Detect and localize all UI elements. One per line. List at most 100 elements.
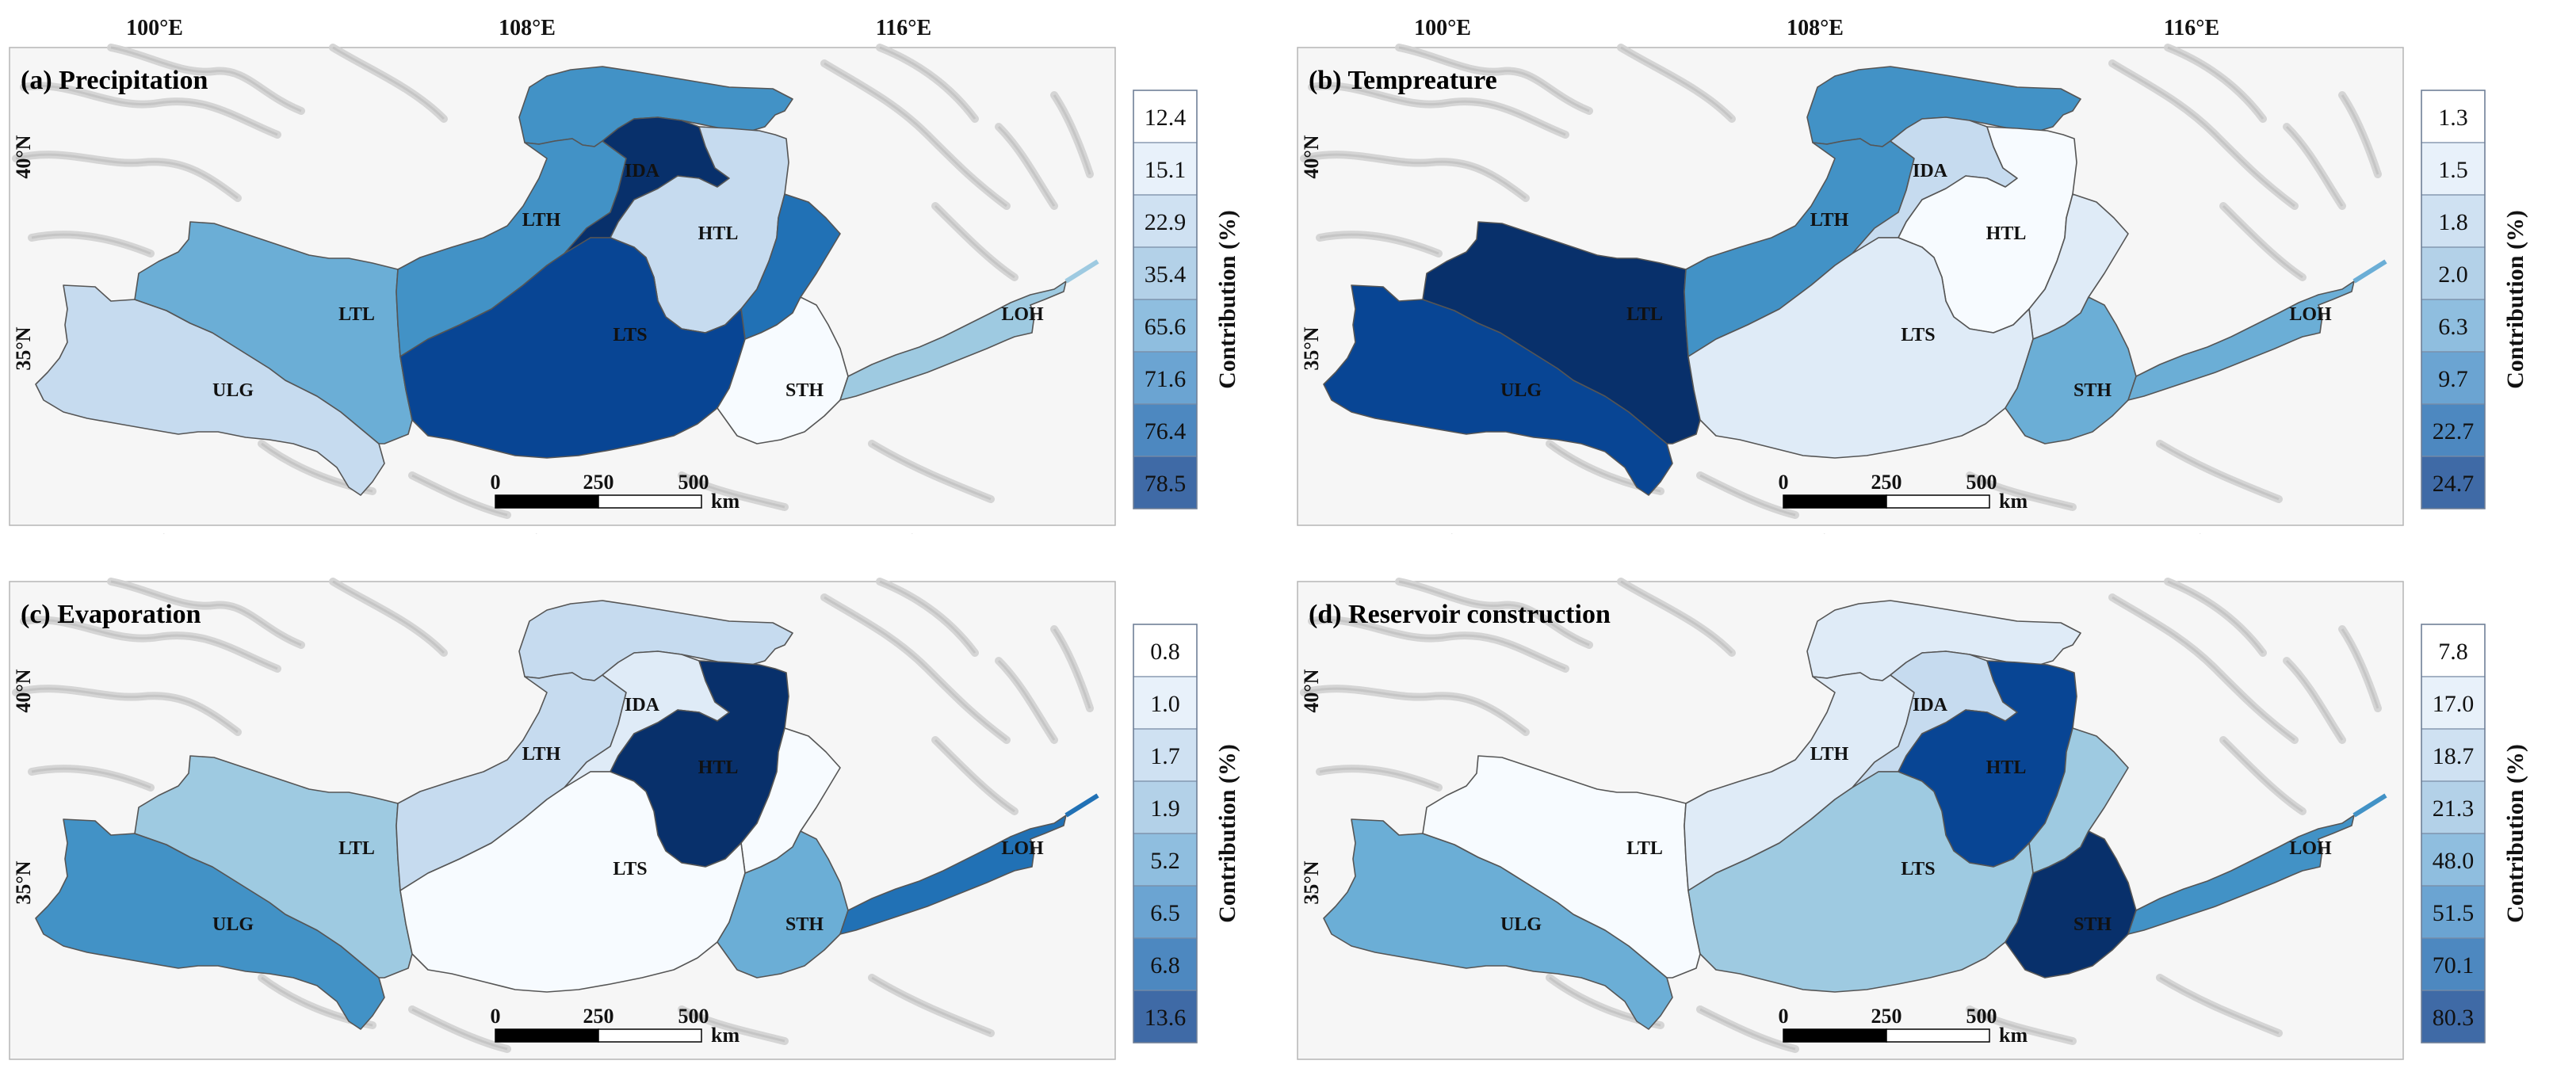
legend-value: 24.7 — [2433, 471, 2475, 497]
lat-label: 40°N — [1300, 669, 1323, 712]
legend-title: Contribution (%) — [2502, 744, 2528, 923]
region-label-ltl: LTL — [1626, 304, 1663, 325]
lon-label-top: 100°E — [126, 16, 183, 40]
legend-swatch — [1133, 885, 1198, 939]
legend-value: 1.9 — [1150, 795, 1180, 822]
map-panel-precipitation: ULG LTL LTH IDA HTL LTS STH LOH (a) Precipitatio… — [9, 16, 1240, 555]
basin-regions — [35, 66, 1067, 496]
region-label-lth: LTH — [522, 744, 561, 765]
map-panel-reservoir: ULG LTL LTH IDA HTL LTS STH LOH (d) Reservoir co… — [1297, 578, 2528, 1060]
terrain-ridge-line — [2112, 596, 2295, 742]
region-label-sth: STH — [2073, 914, 2112, 935]
legend-value: 18.7 — [2433, 743, 2475, 769]
scale-bar-white — [598, 494, 702, 509]
scale-bar-unit: km — [1999, 490, 2028, 513]
legend-border — [1133, 90, 1198, 509]
region-ltl — [1422, 755, 1701, 979]
legend-swatch — [2421, 351, 2486, 405]
legend-value: 13.6 — [1145, 1005, 1187, 1031]
legend-swatch — [1133, 728, 1198, 782]
terrain-ridge-line — [1398, 46, 1590, 113]
legend-value: 6.3 — [2438, 314, 2468, 340]
legend-swatch — [1133, 194, 1198, 248]
legend-swatch — [2421, 990, 2486, 1043]
region-ltl — [134, 755, 413, 979]
terrain-ridge-line — [997, 125, 1056, 207]
region-loh — [2127, 814, 2355, 935]
legend-value: 51.5 — [2433, 900, 2475, 926]
region-label-lts: LTS — [1901, 859, 1935, 879]
lat-label: 40°N — [1300, 135, 1323, 178]
terrain-ridge-line — [879, 580, 977, 654]
scale-bar-tick-label: 250 — [583, 471, 614, 494]
legend-swatch — [2421, 194, 2486, 248]
terrain-ridge-line — [15, 687, 239, 734]
lat-label: 35°N — [1300, 860, 1323, 904]
region-label-ltl: LTL — [1626, 838, 1663, 859]
region-label-sth: STH — [785, 914, 824, 935]
scale-bar-tick-label: 0 — [1779, 471, 1789, 494]
panel-title: (b) Tempreature — [1309, 66, 1497, 95]
terrain-ridge-line — [1969, 1008, 2073, 1043]
legend-value: 22.9 — [1145, 209, 1187, 235]
terrain-ridge-line — [681, 1008, 785, 1043]
region-label-htl: HTL — [698, 757, 739, 778]
legend-swatch — [2421, 403, 2486, 457]
basin-regions — [35, 600, 1067, 1030]
legend: 0.8 1.0 1.7 1.9 5.2 6.5 6.8 13.6 Contribution (%… — [1133, 624, 1240, 1043]
terrain-ridge-line — [871, 976, 992, 1035]
legend-value: 22.7 — [2433, 418, 2475, 444]
region-label-ltl: LTL — [338, 838, 375, 859]
terrain-ridge-line — [1303, 153, 1527, 200]
region-label-sth: STH — [2073, 380, 2112, 401]
panel-title: (c) Evaporation — [21, 600, 201, 629]
terrain-ridge-line — [2341, 94, 2379, 175]
legend-title: Contribution (%) — [1214, 210, 1240, 389]
legend-swatch — [1133, 351, 1198, 405]
region-loh — [839, 280, 1067, 401]
terrain-ridge-line — [31, 233, 151, 255]
basin-regions — [1323, 66, 2355, 496]
legend-value: 65.6 — [1145, 314, 1187, 340]
scale-bar-black — [1783, 1028, 1887, 1043]
terrain-ridge-line — [23, 84, 278, 136]
panel-b: ULG LTL LTH IDA HTL LTS STH LOH (b) Tempreature 1… — [1288, 0, 2576, 555]
terrain-ridge-line — [2167, 46, 2265, 120]
legend-value: 6.8 — [1150, 952, 1180, 979]
terrain-ridge-line — [110, 580, 302, 647]
lon-label-top: 116°E — [2164, 16, 2219, 40]
region-lts — [1687, 237, 2034, 459]
panel-title: (a) Precipitation — [21, 66, 208, 95]
terrain-ridge-line — [2341, 628, 2379, 709]
legend-value: 76.4 — [1145, 418, 1187, 444]
region-label-lts: LTS — [1901, 325, 1935, 345]
region-label-ulg: ULG — [212, 380, 254, 401]
legend-value: 7.8 — [2438, 639, 2468, 665]
terrain-ridge-line — [1398, 580, 1590, 647]
legend-value: 70.1 — [2433, 952, 2475, 979]
lat-label: 35°N — [12, 860, 35, 904]
region-label-lts: LTS — [613, 325, 647, 345]
region-label-ida: IDA — [1913, 161, 1948, 181]
legend-value: 80.3 — [2433, 1005, 2475, 1031]
legend-swatch — [2421, 456, 2486, 509]
legend-value: 2.0 — [2438, 261, 2468, 288]
lat-label: 40°N — [12, 669, 35, 712]
river-tail — [1064, 793, 1099, 818]
terrain-ridge-line — [934, 738, 1015, 813]
terrain-ridge-line — [2285, 125, 2344, 207]
scale-bar-unit: km — [711, 490, 740, 513]
legend-swatch — [1133, 937, 1198, 991]
region-ltl — [1422, 221, 1701, 444]
scale-bar-tick-label: 500 — [678, 471, 709, 494]
region-label-ida: IDA — [625, 161, 660, 181]
legend-swatch — [1133, 676, 1198, 730]
region-label-ltl: LTL — [338, 304, 375, 325]
terrain-ridge-line — [23, 618, 278, 670]
scale-bar-tick-label: 500 — [678, 1005, 709, 1028]
legend-value: 78.5 — [1145, 471, 1187, 497]
terrain-ridge-line — [15, 153, 239, 200]
region-label-ulg: ULG — [1500, 914, 1542, 935]
